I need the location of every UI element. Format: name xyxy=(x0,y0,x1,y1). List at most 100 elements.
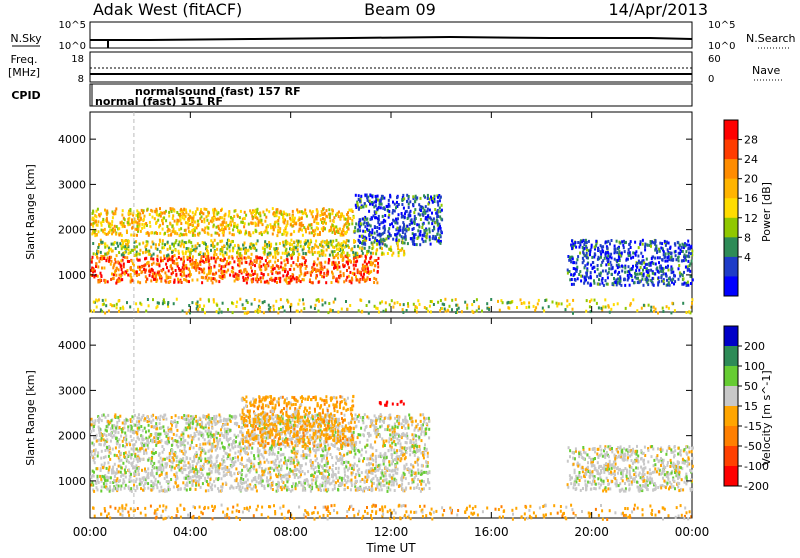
data-cell xyxy=(176,263,178,266)
data-cell xyxy=(429,305,431,308)
data-cell xyxy=(650,306,652,309)
data-cell xyxy=(229,249,231,252)
data-cell xyxy=(653,310,655,313)
data-cell xyxy=(102,230,104,233)
data-cell xyxy=(189,457,191,460)
data-cell xyxy=(376,248,378,251)
data-cell xyxy=(112,266,114,269)
data-cell xyxy=(127,221,129,224)
data-cell xyxy=(231,301,233,304)
data-cell xyxy=(264,248,266,251)
data-cell xyxy=(387,252,389,255)
data-cell xyxy=(236,301,238,304)
data-cell xyxy=(435,236,437,239)
data-cell xyxy=(300,245,302,248)
data-cell xyxy=(131,227,133,230)
data-cell xyxy=(408,214,410,217)
data-cell xyxy=(407,242,409,245)
data-cell xyxy=(232,274,234,277)
data-cell xyxy=(141,209,143,212)
radar-title: Adak West (fitACF) xyxy=(93,0,242,19)
data-cell xyxy=(588,276,590,279)
data-cell xyxy=(682,250,684,253)
data-cell xyxy=(232,457,234,460)
data-cell xyxy=(640,240,642,243)
data-cell xyxy=(401,199,403,202)
data-cell xyxy=(130,276,132,279)
data-cell xyxy=(292,224,294,227)
data-cell xyxy=(185,229,187,232)
data-cell xyxy=(588,240,590,243)
data-cell xyxy=(395,443,397,446)
data-cell xyxy=(303,303,305,306)
data-cell xyxy=(217,242,219,245)
data-cell xyxy=(303,226,305,229)
data-cell xyxy=(276,281,278,284)
data-cell xyxy=(96,262,98,265)
data-cell xyxy=(264,213,266,216)
data-cell xyxy=(355,260,357,263)
data-cell xyxy=(116,454,118,457)
data-cell xyxy=(589,300,591,303)
data-cell xyxy=(286,234,288,237)
data-cell xyxy=(127,218,129,221)
data-cell xyxy=(662,310,664,313)
data-cell xyxy=(160,251,162,254)
data-cell xyxy=(122,444,124,447)
data-cell xyxy=(290,239,292,242)
colorbar-tick-label: 4 xyxy=(744,251,751,264)
data-cell xyxy=(374,216,376,219)
data-cell xyxy=(271,279,273,282)
data-cell xyxy=(255,310,257,313)
data-cell xyxy=(581,240,583,243)
data-cell xyxy=(348,240,350,243)
data-cell xyxy=(154,217,156,220)
data-cell xyxy=(420,433,422,436)
data-cell xyxy=(371,195,373,198)
data-cell xyxy=(239,442,241,445)
data-cell xyxy=(225,221,227,224)
data-cell xyxy=(320,218,322,221)
data-cell xyxy=(297,310,299,313)
data-cell xyxy=(375,211,377,214)
data-cell xyxy=(286,281,288,284)
data-cell xyxy=(371,241,373,244)
data-cell xyxy=(340,274,342,277)
data-cell xyxy=(95,220,97,223)
data-cell xyxy=(223,265,225,268)
data-cell xyxy=(437,223,439,226)
data-cell xyxy=(99,214,101,217)
data-cell xyxy=(259,260,261,263)
data-cell xyxy=(210,239,212,242)
data-cell xyxy=(327,245,329,248)
data-cell xyxy=(283,232,285,235)
data-cell xyxy=(674,309,676,312)
data-cell xyxy=(208,484,210,487)
data-cell xyxy=(166,274,168,277)
data-cell xyxy=(634,281,636,284)
nave-tick-top: 60 xyxy=(708,54,721,65)
data-cell xyxy=(334,250,336,253)
data-cell xyxy=(624,250,626,253)
data-cell xyxy=(333,480,335,483)
data-cell xyxy=(122,224,124,227)
data-cell xyxy=(571,283,573,286)
data-cell xyxy=(140,230,142,233)
data-cell xyxy=(310,274,312,277)
data-cell xyxy=(401,203,403,206)
data-cell xyxy=(152,448,154,451)
data-cell xyxy=(168,211,170,214)
data-cell xyxy=(143,226,145,229)
data-cell xyxy=(192,475,194,478)
data-cell xyxy=(381,300,383,303)
data-cell xyxy=(162,222,164,225)
data-cell xyxy=(373,269,375,272)
data-cell xyxy=(160,280,162,283)
data-cell xyxy=(526,306,528,309)
data-cell xyxy=(566,299,568,302)
data-cell xyxy=(205,243,207,246)
data-cell xyxy=(319,214,321,217)
data-cell xyxy=(301,229,303,232)
data-cell xyxy=(187,466,189,469)
